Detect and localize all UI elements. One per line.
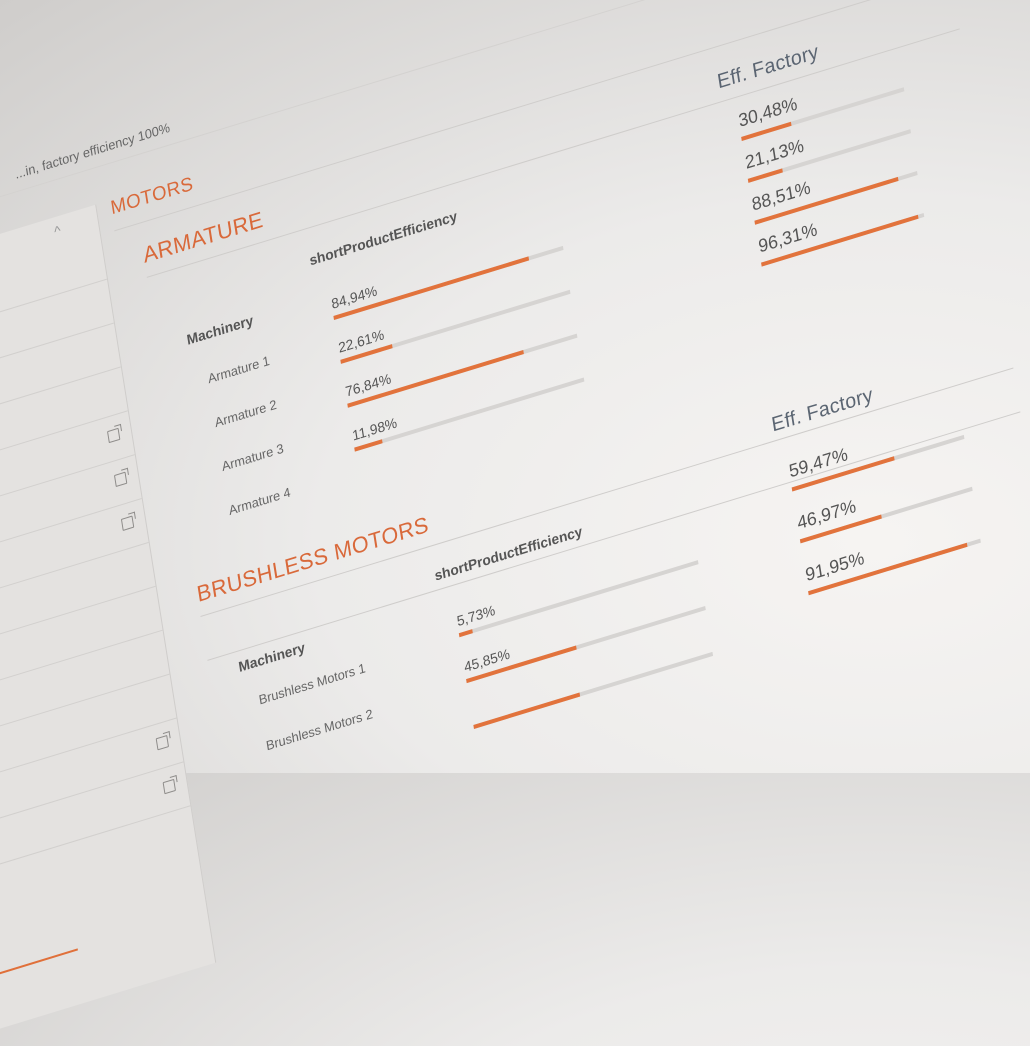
col-header-machinery: Machinery (185, 311, 255, 348)
external-link-icon[interactable] (107, 427, 121, 444)
col-header-short-efficiency: shortProductEfficiency (433, 522, 584, 584)
external-link-icon[interactable] (120, 515, 135, 531)
col-header-eff-factory: Eff. Factory (770, 383, 875, 437)
machine-name: Armature 4 (227, 484, 292, 519)
machine-name: Armature 2 (213, 396, 278, 431)
filter-hint: ...in, factory efficiency 100% (14, 119, 171, 182)
machine-name: Brushless Motors 1 (257, 660, 367, 708)
machine-name: Armature 1 (206, 352, 271, 387)
sidebar: ^ (0, 204, 217, 1046)
divider (207, 411, 1021, 661)
short-efficiency-bar (333, 245, 564, 321)
brushless-section: BRUSHLESS MOTORS Eff. Factory shortProdu… (195, 328, 1027, 753)
external-link-icon[interactable] (155, 734, 170, 751)
machine-name: Armature 3 (220, 440, 285, 475)
short-efficiency-bar (354, 377, 585, 452)
chevron-up-icon[interactable]: ^ (53, 222, 62, 240)
external-link-icon[interactable] (162, 778, 176, 795)
table-row[interactable]: 76,84% Armature 3 (141, 0, 973, 474)
divider (200, 367, 1014, 617)
machine-name: Brushless Motors 2 (264, 705, 374, 754)
short-efficiency-fill (473, 692, 581, 729)
armature-section: ARMATURE Eff. Factory shortProductEffici… (141, 0, 973, 518)
page-title: MOTORS (109, 173, 195, 220)
short-efficiency-fill (458, 629, 474, 638)
short-efficiency-bar (340, 289, 571, 364)
col-header-machinery: Machinery (237, 638, 307, 676)
table-row[interactable]: 84,94% Armature 1 (141, 0, 973, 386)
external-link-icon[interactable] (113, 471, 128, 488)
active-indicator (0, 948, 78, 995)
short-efficiency-bar (347, 333, 578, 408)
table-row[interactable]: 11,98% Armature 4 (141, 0, 973, 518)
app-screen: ...in, factory efficiency 100% ^ MOTORS … (0, 0, 1030, 923)
short-efficiency-bar (466, 605, 706, 684)
col-header-short-efficiency: shortProductEfficiency (308, 207, 459, 269)
section-title: BRUSHLESS MOTORS (195, 511, 431, 608)
short-efficiency-bar (473, 651, 714, 729)
table-row[interactable]: 22,61% Armature 2 (141, 0, 973, 430)
